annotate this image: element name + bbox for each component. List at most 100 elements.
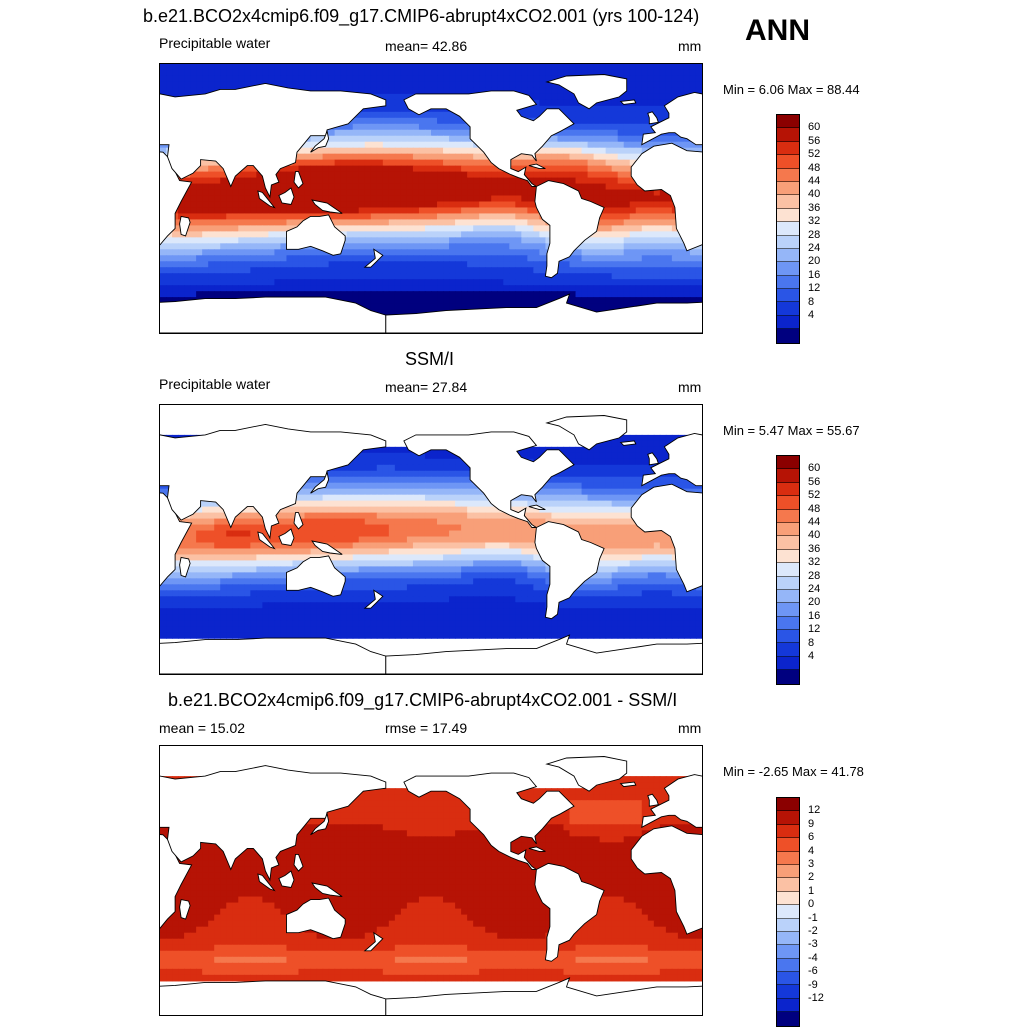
colorbar-swatch [777,169,799,182]
colorbar-tick-label: -1 [808,913,818,924]
colorbar-swatch [777,617,799,630]
colorbar-tick-label: 32 [808,557,820,568]
panel1-minmax: Min = 6.06 Max = 88.44 [723,82,860,97]
colorbar-swatch [777,825,799,838]
colorbar-swatch [777,262,799,275]
colorbar-tick-label: 8 [808,638,814,649]
panel1-map-canvas [160,64,702,333]
colorbar-tick-label: 3 [808,859,814,870]
landmass-antarctica [160,978,386,1016]
colorbar-swatch [777,972,799,985]
colorbar-swatch [777,563,799,576]
colorbar-swatch [777,630,799,643]
colorbar-swatch [777,945,799,958]
colorbar-tick-label: -4 [808,953,818,964]
colorbar-tick-label: 36 [808,203,820,214]
panel1-variable-label: Precipitable water [159,35,270,51]
colorbar-tick-label: -6 [808,966,818,977]
panel1-colorbar-swatches [776,114,800,344]
colorbar-swatch [777,657,799,670]
panel2-mean-label: mean= 27.84 [385,379,467,395]
colorbar-swatch [777,905,799,918]
colorbar-tick-label: 56 [808,136,820,147]
colorbar-swatch [777,838,799,851]
colorbar-swatch [777,932,799,945]
figure-title: b.e21.BCO2x4cmip6.f09_g17.CMIP6-abrupt4x… [143,6,699,27]
colorbar-tick-label: 16 [808,611,820,622]
colorbar-swatch [777,852,799,865]
colorbar-swatch [777,798,799,811]
colorbar-tick-label: 28 [808,230,820,241]
landmass-antarctica [386,978,702,1016]
colorbar-tick-label: 20 [808,597,820,608]
colorbar-tick-label: 20 [808,256,820,267]
colorbar-tick-label: 1 [808,886,814,897]
colorbar-tick-label: 36 [808,544,820,555]
colorbar-tick-label: 9 [808,819,814,830]
colorbar-tick-label: 48 [808,163,820,174]
colorbar-swatch [777,469,799,482]
colorbar-tick-label: 8 [808,297,814,308]
panel1-mean-label: mean= 42.86 [385,38,467,54]
colorbar-swatch [777,496,799,509]
panel3-units-label: mm [678,720,701,736]
colorbar-tick-label: 28 [808,571,820,582]
colorbar-swatch [777,182,799,195]
colorbar-tick-label: 0 [808,899,814,910]
colorbar-swatch [777,919,799,932]
panel3-colorbar-swatches [776,797,800,1027]
colorbar-swatch [777,577,799,590]
panel3-title: b.e21.BCO2x4cmip6.f09_g17.CMIP6-abrupt4x… [168,690,677,711]
colorbar-tick-label: 44 [808,176,820,187]
panel1-units-label: mm [678,38,701,54]
colorbar-swatch [777,289,799,302]
colorbar-tick-label: 12 [808,283,820,294]
colorbar-tick-label: 2 [808,872,814,883]
colorbar-swatch [777,878,799,891]
colorbar-tick-label: 40 [808,530,820,541]
colorbar-swatch [777,209,799,222]
panel3-minmax: Min = -2.65 Max = 41.78 [723,764,864,779]
colorbar-swatch [777,249,799,262]
colorbar-tick-label: 12 [808,805,820,816]
colorbar-swatch [777,456,799,469]
colorbar-tick-label: 4 [808,310,814,321]
colorbar-swatch [777,236,799,249]
colorbar-tick-label: 56 [808,477,820,488]
colorbar-swatch [777,670,799,683]
colorbar-tick-label: 12 [808,624,820,635]
colorbar-swatch [777,811,799,824]
panel2-units-label: mm [678,379,701,395]
colorbar-swatch [777,959,799,972]
panel1-map [159,63,703,334]
colorbar-swatch [777,603,799,616]
colorbar-tick-label: 4 [808,651,814,662]
colorbar-swatch [777,329,799,342]
panel2-title: SSM/I [405,349,454,370]
colorbar-tick-label: 52 [808,490,820,501]
colorbar-swatch [777,590,799,603]
season-label: ANN [745,14,810,48]
colorbar-tick-label: 40 [808,189,820,200]
colorbar-tick-label: 48 [808,504,820,515]
colorbar-swatch [777,276,799,289]
colorbar-swatch [777,985,799,998]
landmass-antarctica [160,635,386,674]
colorbar-swatch [777,155,799,168]
colorbar-tick-label: 60 [808,122,820,133]
colorbar-tick-label: 16 [808,270,820,281]
colorbar-tick-label: -12 [808,993,824,1004]
colorbar-tick-label: 44 [808,517,820,528]
colorbar-swatch [777,115,799,128]
colorbar-tick-label: 24 [808,584,820,595]
colorbar-tick-label: 24 [808,243,820,254]
colorbar-swatch [777,523,799,536]
colorbar-tick-label: 60 [808,463,820,474]
panel2-map-canvas [160,405,702,674]
colorbar-swatch [777,643,799,656]
colorbar-swatch [777,510,799,523]
colorbar-tick-label: 4 [808,846,814,857]
colorbar-swatch [777,316,799,329]
panel2-colorbar-swatches [776,455,800,685]
colorbar-tick-label: -9 [808,980,818,991]
